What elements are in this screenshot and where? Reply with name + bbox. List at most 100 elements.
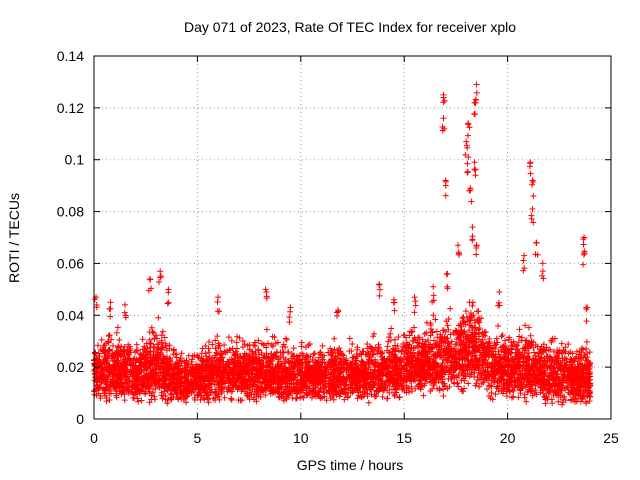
data-point (503, 393, 510, 400)
data-points (91, 81, 594, 408)
data-point (568, 359, 575, 366)
data-point (113, 329, 120, 336)
data-point (275, 354, 282, 361)
data-point (349, 381, 356, 388)
data-point (146, 399, 153, 406)
data-point (490, 348, 497, 355)
data-point (309, 356, 316, 363)
data-point (108, 336, 115, 343)
data-point (583, 345, 590, 352)
data-point (95, 390, 102, 397)
data-point (199, 367, 206, 374)
data-point (177, 367, 184, 374)
data-point (523, 398, 530, 405)
data-point (109, 342, 116, 349)
data-point (275, 381, 282, 388)
data-point (398, 348, 405, 355)
data-point (311, 350, 318, 357)
data-point (586, 360, 593, 367)
data-point (432, 316, 439, 323)
data-point (159, 344, 166, 351)
data-point (381, 387, 388, 394)
data-point (388, 325, 395, 332)
data-point (519, 351, 526, 358)
data-point (430, 337, 437, 344)
data-point (327, 351, 334, 358)
data-point (429, 329, 436, 336)
data-point (469, 338, 476, 345)
data-point (194, 376, 201, 383)
data-point (215, 356, 222, 363)
data-point (514, 361, 521, 368)
data-point (333, 372, 340, 379)
data-point (233, 339, 240, 346)
data-point (525, 369, 532, 376)
data-point (100, 348, 107, 355)
data-point (391, 336, 398, 343)
data-point (249, 366, 256, 373)
data-point (517, 387, 524, 394)
data-point (549, 369, 556, 376)
data-point (125, 376, 132, 383)
data-point (251, 339, 258, 346)
data-point (265, 377, 272, 384)
data-point (586, 373, 593, 380)
data-point (373, 388, 380, 395)
data-point (236, 334, 243, 341)
data-point (482, 364, 489, 371)
data-point (397, 364, 404, 371)
data-point (427, 332, 434, 339)
data-point (290, 362, 297, 369)
data-point (514, 346, 521, 353)
data-point (278, 367, 285, 374)
data-point (142, 391, 149, 398)
data-point (444, 359, 451, 366)
data-point (476, 355, 483, 362)
data-point (465, 358, 472, 365)
data-point (118, 343, 125, 350)
data-point (462, 321, 469, 328)
data-point (123, 384, 130, 391)
data-point (348, 370, 355, 377)
data-point (158, 332, 165, 339)
data-point (518, 381, 525, 388)
data-point (155, 345, 162, 352)
data-point (330, 375, 337, 382)
data-point (462, 308, 469, 315)
data-point (368, 344, 375, 351)
data-point (516, 326, 523, 333)
data-point (364, 390, 371, 397)
data-point (116, 336, 123, 343)
data-point (455, 350, 462, 357)
data-point (171, 372, 178, 379)
data-point (152, 370, 159, 377)
data-point (455, 355, 462, 362)
data-point (111, 351, 118, 358)
data-point (365, 399, 372, 406)
data-point (557, 367, 564, 374)
data-point (134, 395, 141, 402)
data-point (208, 359, 215, 366)
data-point (153, 351, 160, 358)
data-point (374, 380, 381, 387)
data-point (561, 372, 568, 379)
data-point (351, 387, 358, 394)
data-point (558, 379, 565, 386)
data-point (235, 370, 242, 377)
data-point (554, 390, 561, 397)
data-point (387, 359, 394, 366)
data-point (575, 391, 582, 398)
data-point (292, 395, 299, 402)
data-point (470, 364, 477, 371)
data-point (361, 367, 368, 374)
data-point (429, 386, 436, 393)
data-point (149, 389, 156, 396)
data-point (438, 362, 445, 369)
data-point (94, 342, 101, 349)
data-point (266, 372, 273, 379)
data-point (286, 380, 293, 387)
data-point (97, 370, 104, 377)
data-point (190, 364, 197, 371)
data-point (253, 398, 260, 405)
